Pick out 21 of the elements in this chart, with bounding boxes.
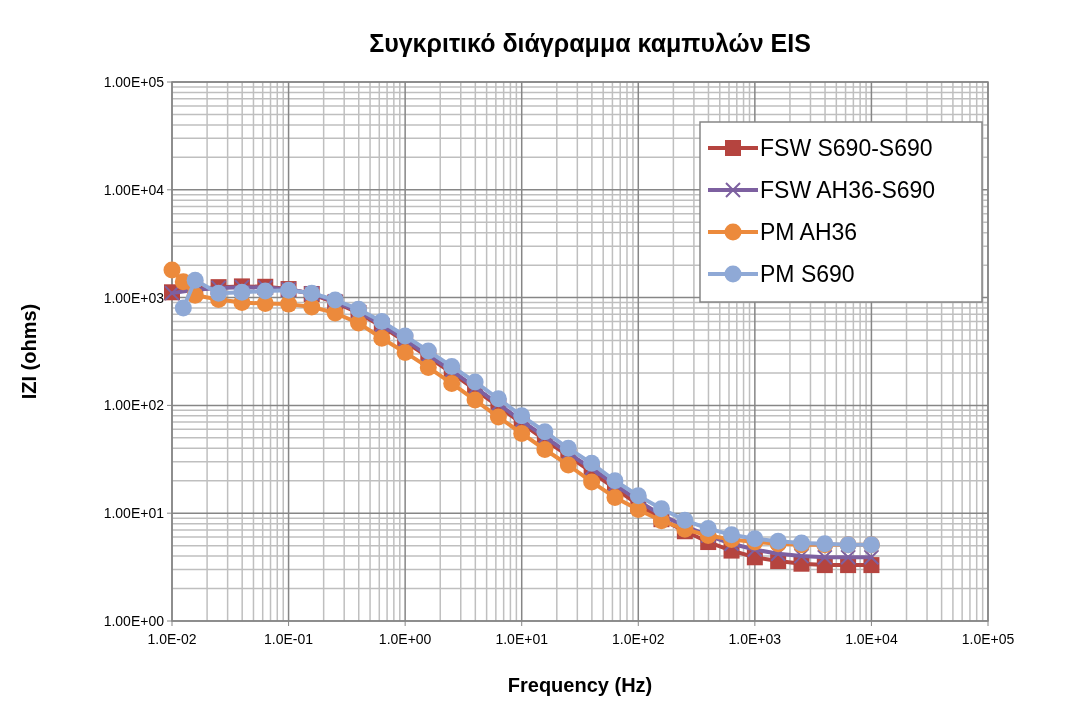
legend-label: FSW AH36-S690 — [760, 177, 936, 203]
x-tick-label: 1.0E+02 — [612, 631, 665, 647]
y-tick-label: 1.00E+04 — [103, 181, 165, 198]
y-tick-label: 1.00E+00 — [103, 613, 165, 629]
y-tick-label: 1.00E+02 — [103, 397, 165, 414]
x-tick-label: 1.0E+04 — [845, 631, 898, 647]
x-tick-label: 1.0E+01 — [495, 631, 549, 647]
x-axis-title: Frequency (Hz) — [507, 674, 653, 696]
y-tick-label: 1.00E+03 — [103, 289, 165, 306]
y-tick-label: 1.00E+05 — [103, 74, 165, 90]
x-tick-label: 1.0E+00 — [378, 631, 432, 647]
legend-label: FSW S690-S690 — [760, 135, 933, 161]
legend-label: PM S690 — [760, 261, 855, 287]
x-tick-label: 1.0E-02 — [147, 631, 197, 647]
x-tick-label: 1.0E-01 — [264, 631, 314, 647]
y-axis-title: IZI (ohms) — [18, 303, 40, 400]
x-tick-label: 1.0E+05 — [961, 631, 1015, 647]
chart-title: Συγκριτικό διάγραμμα καμπυλών EIS — [369, 29, 811, 57]
x-tick-label: 1.0E+03 — [728, 631, 782, 647]
y-tick-label: 1.00E+01 — [103, 505, 165, 522]
legend-label: PM AH36 — [760, 219, 858, 245]
